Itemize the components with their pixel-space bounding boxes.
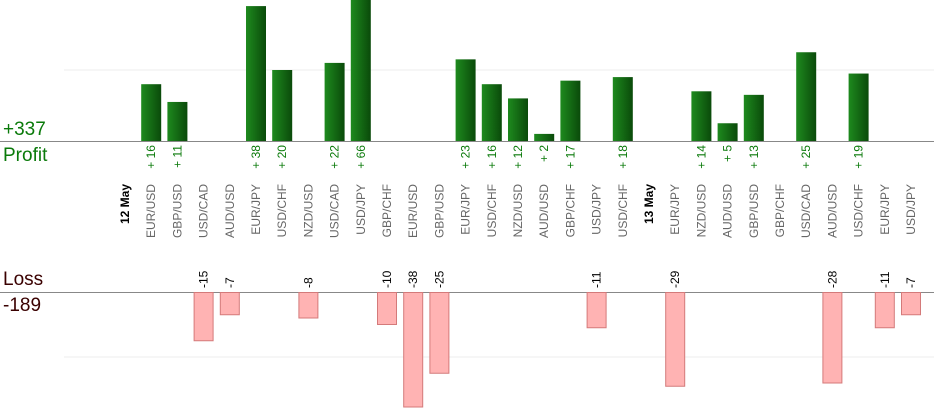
category-labels: 12 May EUR/USD GBP/USD USD/CAD AUD/USD EUR/JP… <box>118 184 918 238</box>
category-label: AUD/USD <box>825 184 839 238</box>
category-label: GBP/USD <box>432 184 446 238</box>
profit-bar <box>246 6 266 141</box>
category-label: USD/CAD <box>328 184 342 238</box>
profit-value-label: + 22 <box>328 145 342 169</box>
loss-bar <box>901 292 921 316</box>
category-label: USD/CHF <box>275 184 289 237</box>
category-label: GBP/CHF <box>773 184 787 237</box>
loss-bars <box>193 292 921 408</box>
loss-value-label: -28 <box>825 270 839 288</box>
category-label: USD/CHF <box>616 184 630 237</box>
loss-bar <box>298 292 319 319</box>
loss-total: -189 <box>3 295 42 316</box>
category-label: NZD/USD <box>511 184 525 238</box>
profit-value-label: + 25 <box>799 145 813 169</box>
profit-value-label: + 2 <box>537 145 551 162</box>
category-label: GBP/CHF <box>380 184 394 237</box>
category-label: AUD/USD <box>537 184 551 238</box>
profit-value-labels: + 16 + 11 + 38 + 20 + 22 + 66 + 23 + 16 + 12 + 2 +… <box>144 145 865 169</box>
profit-bar <box>167 101 188 141</box>
category-label: USD/CHF <box>852 184 866 237</box>
category-label: NZD/USD <box>301 184 315 238</box>
profit-bar <box>272 70 293 141</box>
loss-value-label: -11 <box>590 271 604 288</box>
profit-value-label: + 18 <box>616 145 630 169</box>
category-label: USD/JPY <box>904 184 918 235</box>
profit-value-label: + 14 <box>694 145 708 169</box>
category-label: EUR/JPY <box>878 184 892 235</box>
profit-bars <box>141 0 869 141</box>
profit-bar <box>796 52 817 141</box>
category-label: USD/JPY <box>590 184 604 235</box>
category-label: USD/CAD <box>799 184 813 238</box>
category-label: GBP/USD <box>170 184 184 238</box>
profit-value-label: + 23 <box>459 145 473 169</box>
profit-bar <box>612 77 633 141</box>
loss-value-labels: -15 -7 -8 -10 -38 -25 -11 -29 -28 -11 -7 <box>197 270 918 288</box>
category-label: EUR/USD <box>406 184 420 238</box>
profit-total: +337 <box>3 119 46 140</box>
profit-value-label: + 19 <box>852 145 866 169</box>
loss-bar <box>429 292 450 374</box>
category-label: EUR/USD <box>144 184 158 238</box>
profit-value-label: + 66 <box>354 145 368 169</box>
profit-bar <box>508 98 528 141</box>
profit-value-label: + 17 <box>563 145 577 169</box>
profit-value-label: + 20 <box>275 145 289 169</box>
loss-bar <box>586 292 607 329</box>
category-label: EUR/JPY <box>249 184 263 235</box>
loss-value-label: -38 <box>406 270 420 288</box>
loss-bar <box>665 292 686 387</box>
profit-value-label: + 12 <box>511 145 525 169</box>
loss-bar <box>822 292 843 384</box>
profit-bar <box>455 59 476 141</box>
loss-value-label: -7 <box>223 277 237 288</box>
loss-bar <box>219 292 240 316</box>
category-label: USD/JPY <box>354 184 368 235</box>
profit-bar <box>141 84 162 141</box>
category-label: GBP/USD <box>747 184 761 238</box>
loss-bar <box>193 292 214 342</box>
date-label: 12 May <box>118 184 132 224</box>
profit-value-label: + 16 <box>485 145 499 169</box>
loss-label: Loss <box>3 269 44 290</box>
loss-value-label: -10 <box>380 270 394 288</box>
loss-value-label: -8 <box>301 277 315 288</box>
profit-bar <box>534 133 555 141</box>
loss-value-label: -25 <box>432 270 446 288</box>
loss-value-label: -11 <box>878 271 892 288</box>
loss-bar <box>874 292 895 329</box>
category-label: USD/CAD <box>197 184 211 238</box>
loss-bar <box>403 292 424 408</box>
category-label: EUR/JPY <box>668 184 682 235</box>
profit-value-label: + 11 <box>170 145 184 168</box>
category-label: AUD/USD <box>721 184 735 238</box>
profit-bar <box>350 0 371 141</box>
profit-value-label: + 16 <box>144 145 158 169</box>
profit-value-label: + 13 <box>747 145 761 169</box>
profit-bar <box>691 91 712 141</box>
gridlines <box>64 69 934 358</box>
category-label: EUR/JPY <box>459 184 473 235</box>
profit-value-label: + 38 <box>249 145 263 169</box>
loss-value-label: -29 <box>668 270 682 288</box>
category-label: GBP/CHF <box>563 184 577 237</box>
date-label: 13 May <box>642 184 656 224</box>
profit-bar <box>848 73 869 141</box>
loss-value-label: -15 <box>197 270 211 288</box>
profit-bar <box>743 94 764 141</box>
profit-bar <box>481 84 502 141</box>
loss-bar <box>377 292 397 325</box>
profit-bar <box>717 123 738 141</box>
category-label: USD/CHF <box>485 184 499 237</box>
profit-bar <box>324 62 345 141</box>
profit-bar <box>560 80 581 141</box>
profit-value-label: + 5 <box>721 145 735 162</box>
category-label: NZD/USD <box>694 184 708 238</box>
category-label: AUD/USD <box>223 184 237 238</box>
profit-label: Profit <box>3 145 48 166</box>
loss-value-label: -7 <box>904 277 918 288</box>
